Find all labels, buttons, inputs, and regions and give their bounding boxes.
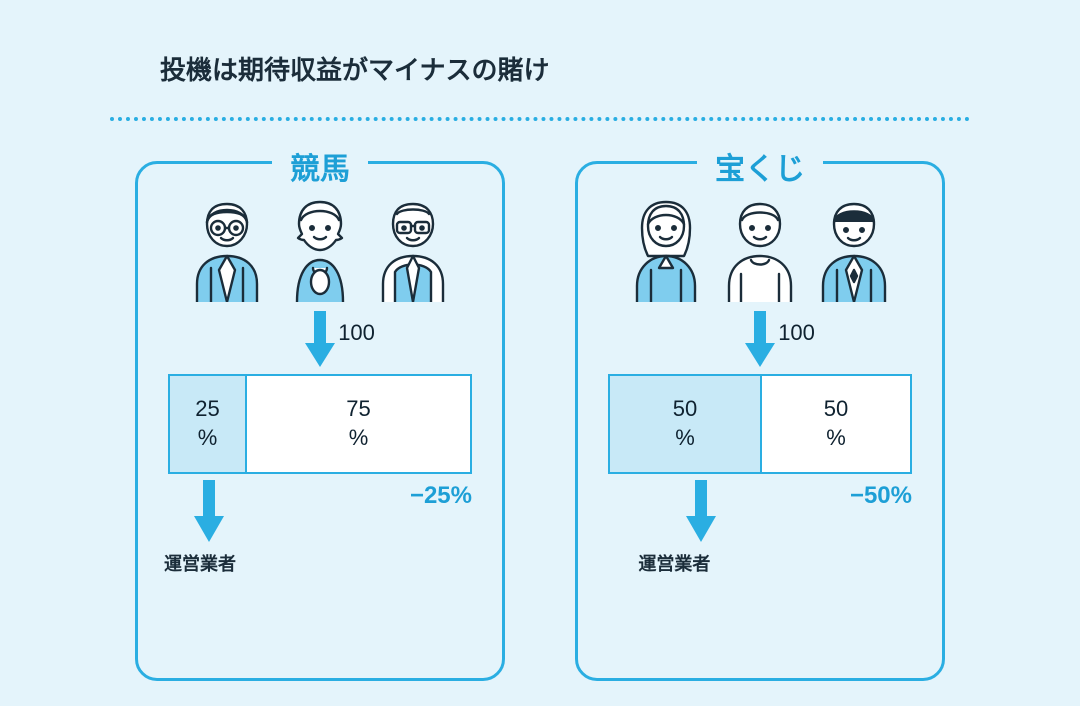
input-amount: 100: [338, 320, 375, 346]
panel-keiba: 競馬: [135, 161, 505, 681]
person-icon: [809, 190, 899, 302]
page-title: 投機は期待収益がマイナスの賭け: [160, 50, 990, 87]
loss-label: −25%: [410, 482, 472, 510]
arrow-down-icon: [684, 480, 718, 544]
person-icon: [621, 190, 711, 302]
operator-label: 運営業者: [638, 550, 710, 576]
arrow-down-icon: [743, 309, 777, 369]
infographic-canvas: 投機は期待収益がマイナスの賭け 競馬: [0, 0, 1080, 706]
input-arrow-row: 100: [578, 302, 942, 368]
panel-title: 競馬: [272, 144, 368, 188]
split-bar: 50 % 50 %: [608, 374, 912, 474]
arrow-down-icon: [192, 480, 226, 544]
divider-dotted: [110, 117, 970, 121]
segment-return: 75 %: [245, 376, 470, 472]
segment-operator-cut: 50 %: [610, 376, 760, 472]
panels-row: 競馬: [90, 161, 990, 681]
person-icon: [277, 190, 363, 302]
below-row: −50% 運営業者: [608, 480, 912, 570]
arrow-down-icon: [303, 309, 337, 369]
below-row: −25% 運営業者: [168, 480, 472, 570]
input-arrow-row: 100: [138, 302, 502, 368]
panel-takarakuji: 宝くじ: [575, 161, 945, 681]
person-icon: [715, 190, 805, 302]
person-icon: [367, 190, 459, 302]
people-row: [138, 190, 502, 302]
operator-label: 運営業者: [164, 550, 236, 576]
input-amount: 100: [778, 320, 815, 346]
split-bar: 25 % 75 %: [168, 374, 472, 474]
segment-return: 50 %: [760, 376, 910, 472]
person-icon: [181, 190, 273, 302]
people-row: [578, 190, 942, 302]
segment-operator-cut: 25 %: [170, 376, 245, 472]
loss-label: −50%: [850, 482, 912, 510]
panel-title: 宝くじ: [697, 144, 823, 188]
